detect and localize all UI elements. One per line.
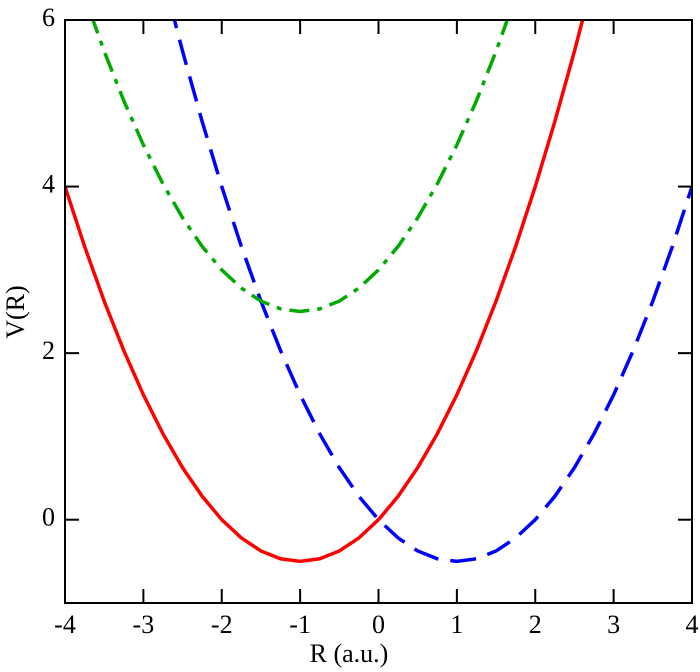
x-tick-label: 3 <box>607 610 620 639</box>
x-tick-label: -2 <box>211 610 233 639</box>
y-tick-label: 4 <box>42 170 55 199</box>
plot-frame <box>64 19 693 604</box>
x-tick-label: 1 <box>450 610 463 639</box>
y-tick-label: 6 <box>42 3 55 32</box>
x-tick-label: 0 <box>372 610 385 639</box>
y-tick-label: 0 <box>42 503 55 532</box>
series-line <box>65 20 585 564</box>
plot-area <box>65 20 692 564</box>
x-tick-label: 4 <box>686 610 699 639</box>
x-tick-label: -4 <box>54 610 76 639</box>
x-tick-label: -1 <box>289 610 311 639</box>
x-tick-label: 2 <box>529 610 542 639</box>
series-line <box>172 20 692 564</box>
y-tick-label: 2 <box>42 336 55 365</box>
x-axis-label: R (a.u.) <box>310 639 389 668</box>
series-line <box>91 20 510 314</box>
y-axis-label: V(R) <box>1 285 30 338</box>
x-tick-label: -3 <box>133 610 155 639</box>
